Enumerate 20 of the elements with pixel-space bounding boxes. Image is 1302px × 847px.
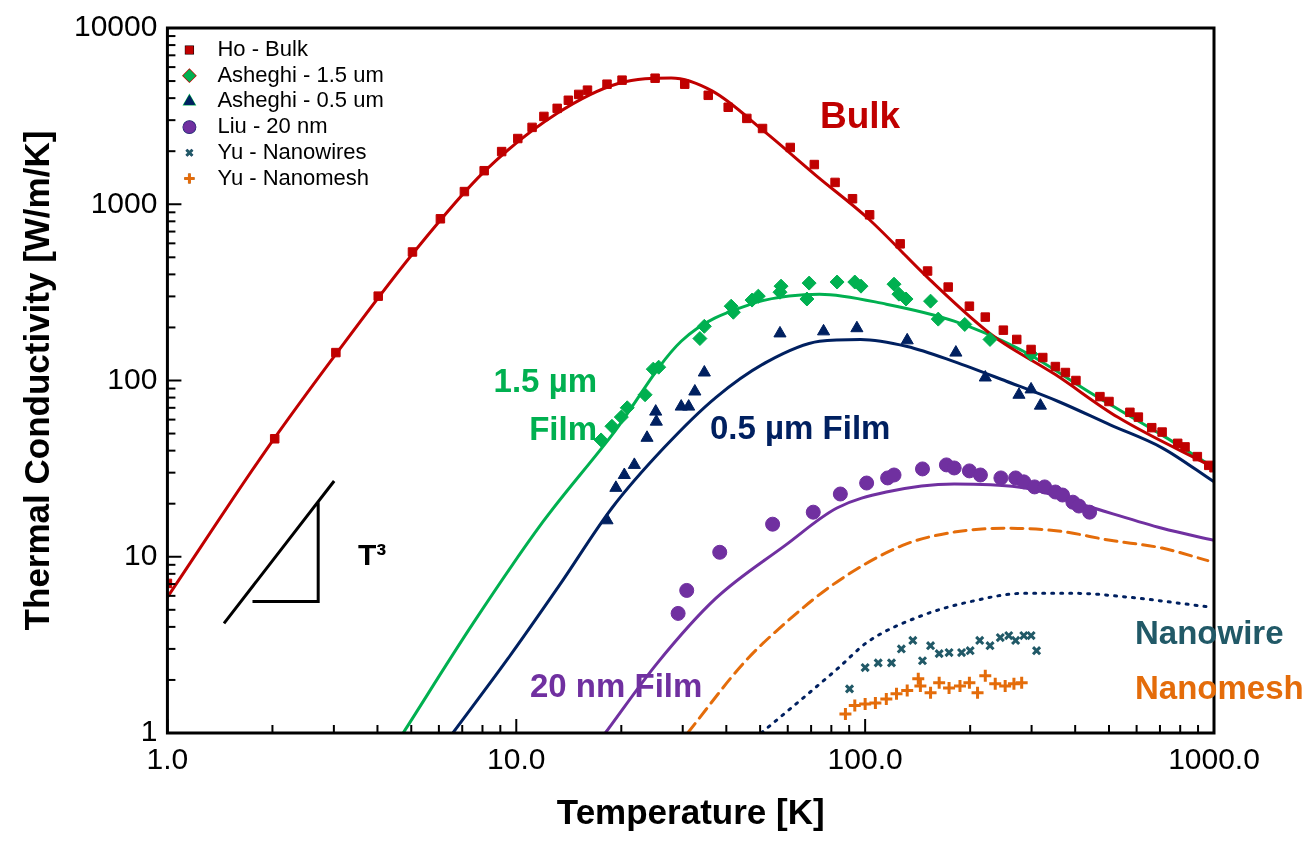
annotation: 1.5 µm Film	[493, 362, 597, 448]
annotation: Bulk	[820, 95, 901, 137]
x-tick-label: 10.0	[487, 742, 546, 776]
annotation: 20 nm Film	[530, 667, 703, 705]
legend-label: Ho - Bulk	[217, 36, 309, 62]
y-tick-label: 1000	[90, 185, 158, 219]
x-axis-title: Temperature [K]	[556, 791, 825, 831]
annotation: 0.5 µm Film	[710, 409, 891, 447]
y-tick-label: 10	[124, 538, 158, 572]
x-tick-label: 1000.0	[1168, 742, 1260, 776]
x-tick-label: 100.0	[827, 742, 903, 776]
y-tick-label: 10000	[73, 9, 158, 43]
legend-label: Yu - Nanowires	[217, 138, 367, 164]
legend-label: Yu - Nanomesh	[217, 164, 370, 190]
legend-label: Asheghi - 1.5 um	[217, 61, 384, 87]
annotation: T³	[358, 538, 387, 572]
legend-label: Liu - 20 nm	[217, 113, 328, 139]
y-axis-title: Thermal Conductivity [W/m/K]	[16, 130, 56, 631]
y-tick-label: 100	[107, 361, 158, 395]
legend-label: Asheghi - 0.5 um	[217, 87, 384, 113]
